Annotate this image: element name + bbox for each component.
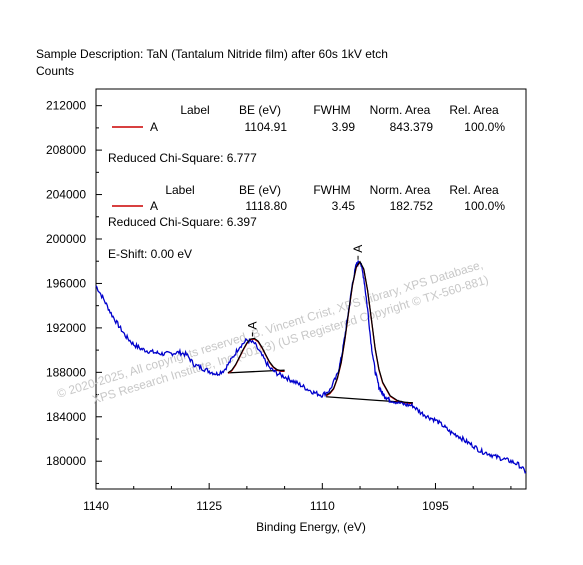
x-tick-label: 1140 — [83, 499, 109, 513]
fit-table-1: Label BE (eV) FWHM Norm. Area Rel. Area … — [108, 103, 505, 165]
y-tick-label: 200000 — [46, 232, 86, 246]
x-axis-label: Binding Energy, (eV) — [256, 520, 366, 534]
table2-row-area: 182.752 — [390, 199, 434, 213]
peak-envelope-line — [325, 260, 413, 404]
table1-header-label: Label — [180, 103, 209, 117]
table1-header-fwhm: FWHM — [313, 103, 350, 117]
plot-frame — [95, 88, 527, 490]
table2-header-be: BE (eV) — [239, 183, 281, 197]
y-tick-label: 204000 — [46, 188, 86, 202]
peak-label: A — [245, 321, 259, 329]
x-tick-label: 1110 — [310, 499, 335, 513]
table2-row-rel: 100.0% — [464, 199, 505, 213]
peak-envelope-line — [227, 337, 285, 374]
y-axis-label: Counts — [36, 64, 74, 78]
fit-table-2: Label BE (eV) FWHM Norm. Area Rel. Area … — [108, 183, 505, 229]
table2-header-rel: Rel. Area — [449, 183, 499, 197]
y-tick-label: 184000 — [46, 410, 86, 424]
table1-header-be: BE (eV) — [239, 103, 281, 117]
table1-chi-square: Reduced Chi-Square: 6.777 — [108, 151, 257, 165]
spectrum-series-line — [95, 260, 527, 474]
envelope-lines — [227, 260, 413, 404]
e-shift-note: E-Shift: 0.00 eV — [108, 247, 192, 261]
y-tick-label: 196000 — [46, 276, 86, 290]
table2-row-fwhm: 3.45 — [332, 199, 356, 213]
table1-header-rel: Rel. Area — [449, 103, 499, 117]
y-tick-label: 180000 — [46, 454, 86, 468]
table2-chi-square: Reduced Chi-Square: 6.397 — [108, 215, 257, 229]
table1-row-fwhm: 3.99 — [332, 120, 356, 134]
peak-label: A — [351, 245, 365, 253]
y-tick-label: 192000 — [46, 321, 86, 335]
table1-row-label: A — [150, 120, 158, 134]
copyright-watermark: © 2020-2025, All copyrights reserved, B.… — [55, 257, 491, 406]
table2-header-fwhm: FWHM — [313, 183, 350, 197]
table1-row-area: 843.379 — [390, 120, 434, 134]
table1-row-be: 1104.91 — [245, 120, 288, 134]
y-tick-label: 212000 — [46, 99, 86, 113]
y-tick-label: 208000 — [46, 143, 86, 157]
y-tick-label: 188000 — [46, 365, 86, 379]
x-tick-label: 1125 — [196, 499, 222, 513]
table1-header-area: Norm. Area — [370, 103, 431, 117]
table2-header-area: Norm. Area — [370, 183, 431, 197]
chart-title: Sample Description: TaN (Tantalum Nitrid… — [36, 47, 388, 61]
table1-row-rel: 100.0% — [464, 120, 505, 134]
peak-labels: AA — [245, 245, 365, 337]
table2-row-be: 1118.80 — [245, 199, 287, 213]
axis-ticks: 1140 1125 1110 1095 180000 184000 188000 192000… — [46, 99, 512, 513]
table2-header-label: Label — [165, 183, 194, 197]
watermark-line-2: XPS Research Institute, Inc (501c3) (US … — [91, 272, 491, 406]
x-tick-label: 1095 — [422, 499, 449, 513]
table2-row-label: A — [150, 199, 158, 213]
watermark-line-1: © 2020-2025, All copyrights reserved, B.… — [55, 257, 484, 400]
